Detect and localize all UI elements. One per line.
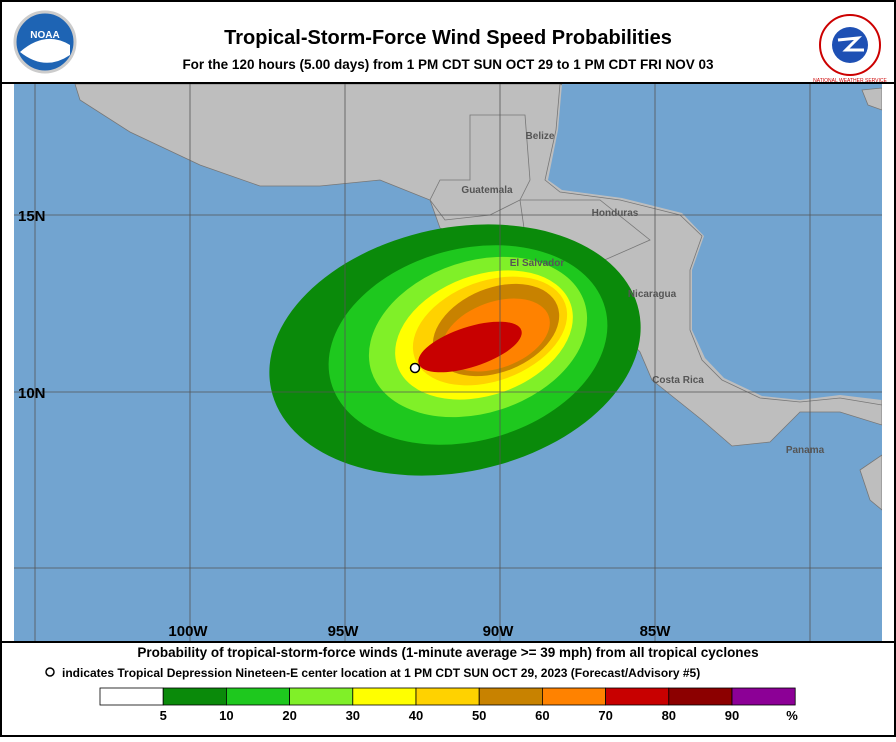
country-label: Belize (526, 131, 555, 142)
legend-label: 40 (409, 708, 423, 723)
probability-contours (269, 224, 641, 476)
land (859, 87, 882, 511)
map: Belize Guatemala Honduras El Salvador Ni… (14, 84, 882, 642)
legend-swatch (352, 687, 417, 706)
legend-swatch (605, 687, 670, 706)
logo-text: NOAA (30, 30, 59, 41)
legend-swatch (542, 687, 607, 706)
legend-swatch (668, 687, 733, 706)
legend: 5 10 20 30 40 50 60 70 80 90% (99, 687, 798, 723)
nws-logo: NATIONAL WEATHER SERVICE (813, 14, 888, 84)
country-label: El Salvador (510, 258, 565, 269)
legend-swatch (478, 687, 543, 706)
legend-swatch (415, 687, 480, 706)
legend-label: 60 (535, 708, 549, 723)
legend-swatch (99, 687, 164, 706)
legend-label: 80 (662, 708, 676, 723)
legend-swatch (225, 687, 290, 706)
graticule (14, 84, 882, 642)
caption: Probability of tropical-storm-force wind… (137, 645, 758, 660)
latitude-label: 10N (18, 385, 46, 402)
legend-label: 30 (346, 708, 360, 723)
legend-label: 10 (219, 708, 233, 723)
legend-label: 50 (472, 708, 486, 723)
legend-swatch (731, 687, 796, 706)
longitude-label: 90W (483, 623, 515, 640)
legend-label: 5 (160, 708, 167, 723)
caption: indicates Tropical Depression Nineteen-E… (62, 666, 700, 680)
country-label: Nicaragua (628, 289, 677, 300)
legend-unit: % (786, 708, 798, 723)
country-label: Guatemala (461, 185, 513, 196)
caribbean (548, 84, 882, 400)
contour (418, 321, 522, 373)
legend-swatch (162, 687, 227, 706)
country-label: Costa Rica (652, 375, 704, 386)
subtitle: For the 120 hours (5.00 days) from 1 PM … (182, 57, 714, 72)
country-label: Honduras (592, 208, 639, 219)
noaa-logo: NOAA (13, 10, 77, 74)
legend-label: 90 (725, 708, 739, 723)
title: Tropical-Storm-Force Wind Speed Probabil… (224, 27, 672, 49)
logo-text: NATIONAL WEATHER SERVICE (813, 78, 887, 84)
country-label: Panama (786, 445, 825, 456)
storm-center (409, 362, 421, 374)
longitude-label: 95W (328, 623, 360, 640)
legend-swatch (289, 687, 354, 706)
center-symbol (45, 667, 55, 677)
legend-label: 20 (282, 708, 296, 723)
legend-label: 70 (598, 708, 612, 723)
latitude-label: 15N (18, 208, 46, 225)
longitude-label: 100W (168, 623, 208, 640)
longitude-label: 85W (640, 623, 672, 640)
